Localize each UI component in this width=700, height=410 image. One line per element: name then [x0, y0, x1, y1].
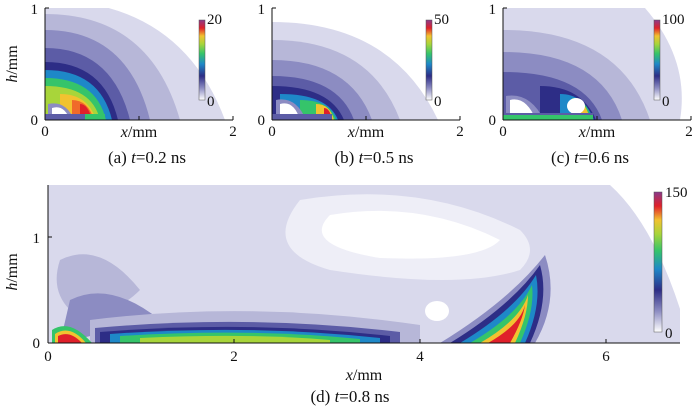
panel-c-caption-value: =0.6	[579, 148, 610, 167]
panel-b-caption-unit: ns	[398, 148, 413, 167]
panel-a-xlabel: x/mm	[120, 124, 158, 141]
panel-c-xlabel-unit: /mm	[586, 124, 616, 141]
panel-d-ylabel-var: h	[4, 283, 21, 291]
panel-d-xtick-2: 4	[416, 349, 424, 365]
panel-c-xtick-2: 2	[685, 124, 693, 140]
panel-a-axes	[44, 7, 234, 121]
panel-b-xtick-2: 2	[456, 124, 464, 140]
panel-b-colorbar-min: 0	[434, 94, 442, 110]
panel-d-ytick-0: 0	[33, 336, 41, 352]
panel-a-ylabel-unit: /mm	[4, 45, 21, 75]
panel-a-caption-var: t	[131, 148, 137, 167]
panel-b-caption-value: =0.5	[363, 148, 394, 167]
panel-a: 1 0 0 2 x/mm h/mm 20 0 (a) t=0.2 ns	[4, 2, 237, 167]
panel-b-xtick-0: 0	[268, 124, 276, 140]
panel-b-caption-var: t	[359, 148, 365, 167]
panel-c-colorbar-max: 100	[662, 12, 685, 28]
panel-d-colorbar-max: 150	[665, 185, 688, 201]
panel-d-ylabel: h/mm	[4, 253, 21, 291]
panel-c-caption-var: t	[574, 148, 580, 167]
panel-d-caption-var: t	[335, 387, 341, 406]
panel-b-ytick-0: 0	[258, 113, 266, 129]
panel-c-axes	[502, 7, 692, 121]
panel-b-axes	[271, 7, 461, 121]
panel-d-ytick-1: 1	[33, 231, 41, 247]
panel-a-caption-prefix: (a)	[108, 148, 127, 167]
panel-a-xlabel-unit: /mm	[128, 124, 158, 141]
panel-b-colorbar-max: 50	[434, 12, 449, 28]
panel-c-caption: (c) t=0.6 ns	[551, 148, 629, 167]
panel-a-caption: (a) t=0.2 ns	[108, 148, 186, 167]
panel-d-contours	[48, 185, 680, 343]
panel-b-xlabel-unit: /mm	[355, 124, 385, 141]
panel-a-colorbar	[198, 19, 206, 101]
panel-d-caption-unit: ns	[374, 387, 389, 406]
panel-d-xlabel: x/mm	[345, 367, 383, 384]
panel-a-xtick-2: 2	[229, 124, 237, 140]
panel-b-xlabel: x/mm	[347, 124, 385, 141]
panel-c-xlabel-var: x	[578, 124, 586, 141]
panel-d-xtick-1: 2	[230, 349, 238, 365]
panel-d-colorbar-min: 0	[665, 326, 673, 342]
panel-a-colorbar-max: 20	[207, 12, 222, 28]
panel-b-colorbar	[425, 19, 433, 101]
panel-c-ytick-0: 0	[489, 113, 497, 129]
panel-c-caption-unit: ns	[614, 148, 629, 167]
panel-d: 1 0 0 2 4 6 x/mm h/mm 150 0 (d) t=0.8 ns	[4, 185, 688, 406]
panel-b: 1 0 0 2 x/mm 50 0 (b) t=0.5 ns	[258, 2, 464, 167]
panel-c-xlabel: x/mm	[578, 124, 616, 141]
panel-d-ylabel-unit: /mm	[4, 253, 21, 283]
panel-d-colorbar	[653, 191, 663, 333]
panel-c-colorbar-min: 0	[662, 94, 670, 110]
panel-b-caption-prefix: (b)	[334, 148, 354, 167]
panel-d-caption: (d) t=0.8 ns	[310, 387, 389, 406]
panel-d-caption-prefix: (d)	[310, 387, 330, 406]
panel-c-contours	[503, 8, 691, 120]
panel-b-ytick-1: 1	[258, 2, 266, 18]
panel-a-caption-unit: ns	[171, 148, 186, 167]
panel-b-xlabel-var: x	[347, 124, 355, 141]
panel-c-xtick-0: 0	[499, 124, 507, 140]
panel-d-caption-value: =0.8	[339, 387, 370, 406]
panel-a-caption-value: =0.2	[136, 148, 167, 167]
panel-a-xlabel-var: x	[120, 124, 128, 141]
panel-a-ylabel-var: h	[4, 75, 21, 83]
panel-a-ylabel: h/mm	[4, 45, 21, 83]
panel-b-caption: (b) t=0.5 ns	[334, 148, 413, 167]
panel-c-caption-prefix: (c)	[551, 148, 570, 167]
panel-d-axes	[47, 185, 680, 344]
panel-d-xtick-0: 0	[44, 349, 52, 365]
panel-c-ytick-1: 1	[489, 2, 497, 18]
panel-c: 1 0 0 2 x/mm 100 0 (c) t=0.6 ns	[489, 2, 693, 167]
panel-a-ytick-1: 1	[31, 2, 39, 18]
panel-a-xtick-0: 0	[41, 124, 49, 140]
panel-d-xlabel-unit: /mm	[353, 367, 383, 384]
panel-c-colorbar	[653, 19, 661, 101]
panel-d-xtick-3: 6	[602, 349, 610, 365]
panel-a-colorbar-min: 0	[207, 94, 215, 110]
panel-a-ytick-0: 0	[31, 113, 39, 129]
panel-d-xlabel-var: x	[345, 367, 353, 384]
